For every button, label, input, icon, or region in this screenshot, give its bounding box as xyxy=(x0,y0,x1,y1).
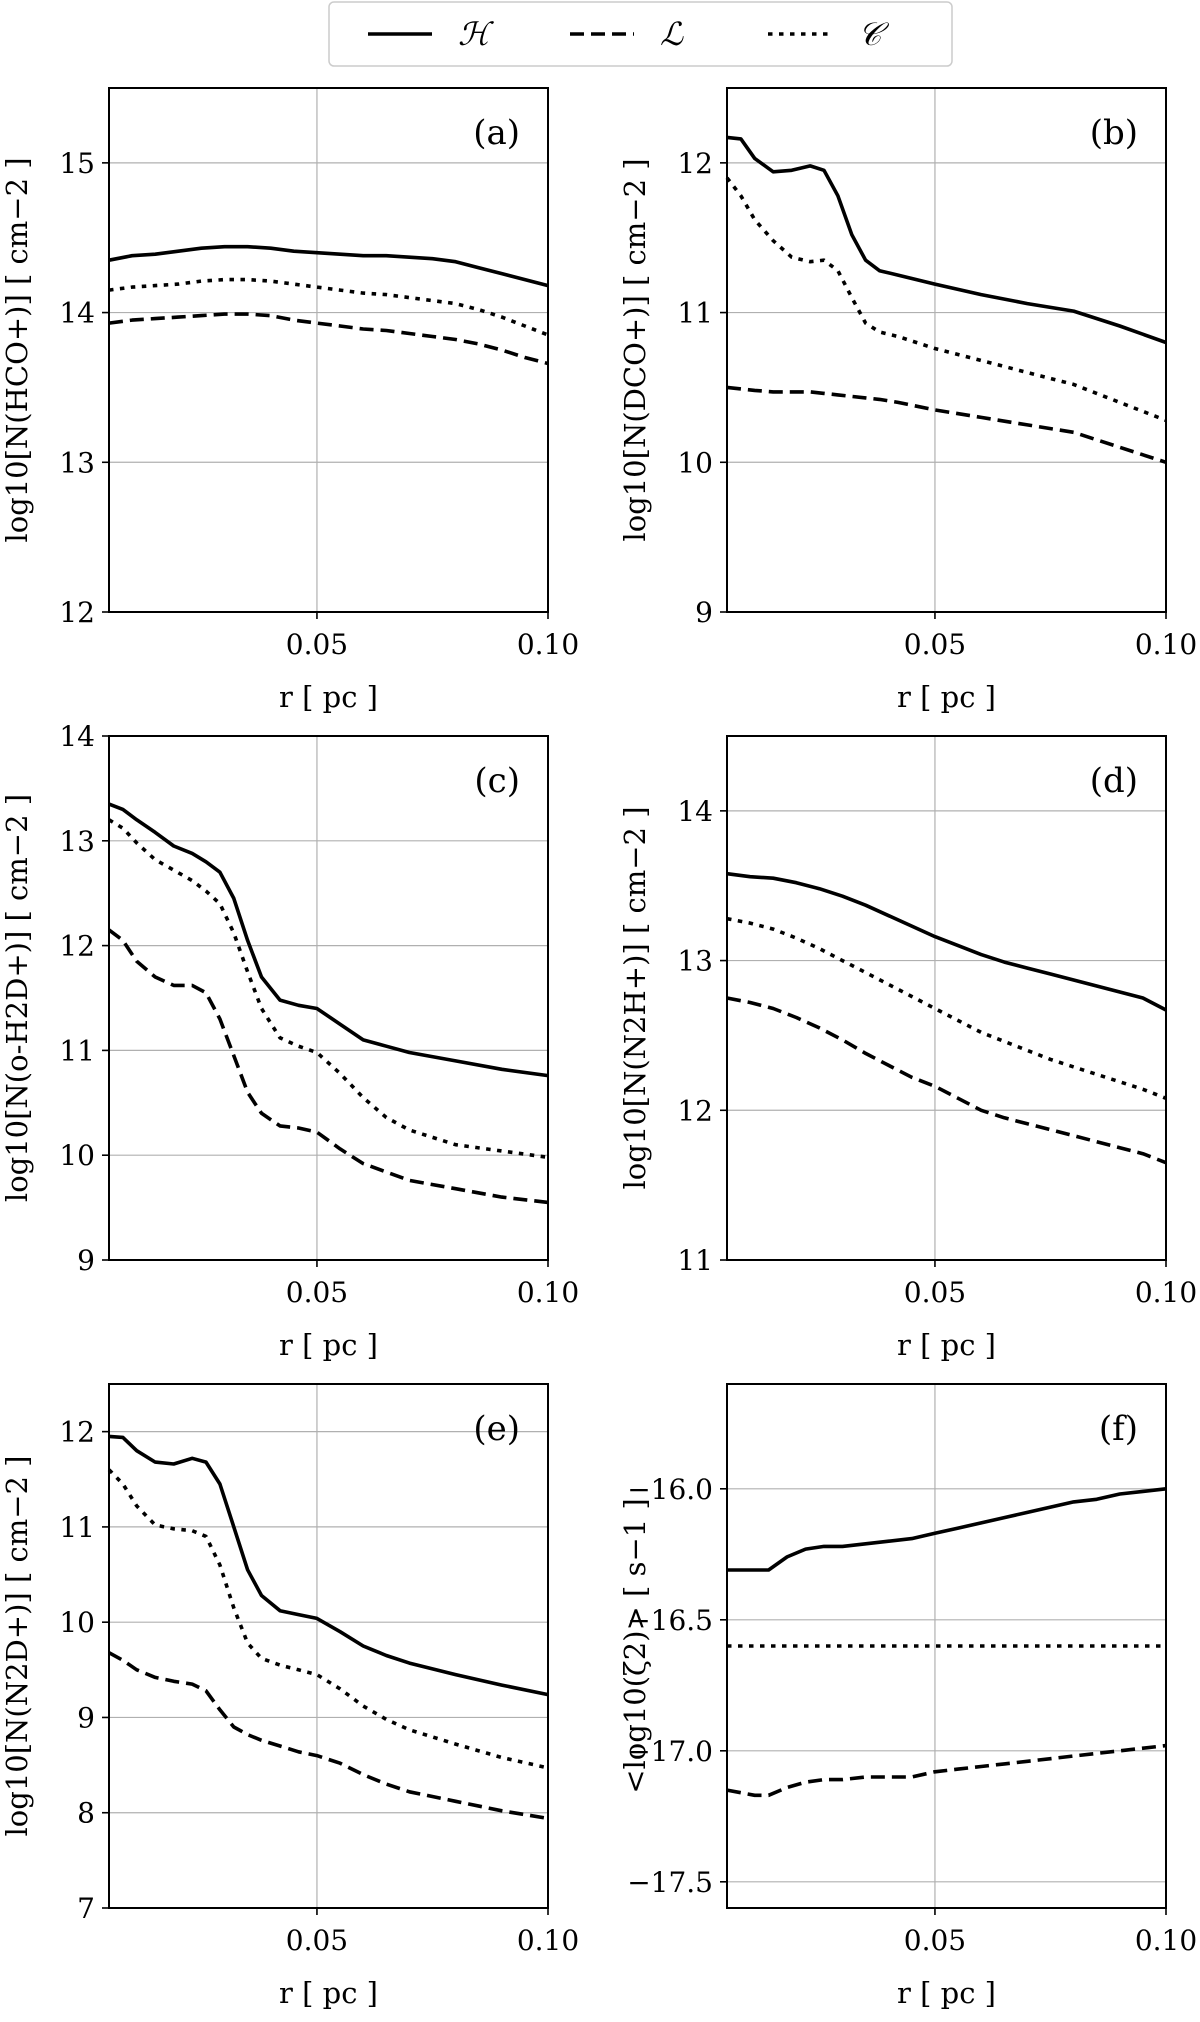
y-tick-label: −16.5 xyxy=(627,1604,713,1637)
series-line-solid xyxy=(726,135,1167,345)
x-tick-label: 0.05 xyxy=(904,1276,966,1309)
panel-e: 0.05 0.10 7 8 9 10 11 12 r [ pc ] log10[N(N2D+)] … xyxy=(0,1383,579,2010)
x-tick-label: 0.10 xyxy=(1135,628,1197,661)
series-line-dotted xyxy=(108,277,549,337)
panel-c: 0.05 0.10 9 10 11 12 13 14 r [ pc ] log10[N(o-H2D… xyxy=(0,720,579,1362)
y-tick-label: 12 xyxy=(677,1094,713,1127)
x-tick-label: 0.05 xyxy=(286,628,348,661)
axes-frame xyxy=(726,735,1167,1261)
x-tick-label: 0.05 xyxy=(286,1924,348,1957)
y-tick-label: 13 xyxy=(59,825,95,858)
x-tick-label: 0.05 xyxy=(904,628,966,661)
y-tick-label: 13 xyxy=(59,446,95,479)
series-line-solid xyxy=(727,1487,1167,1572)
panel-b: 0.05 0.10 9 10 11 12 r [ pc ] log10[N(DCO+)] [ … xyxy=(618,87,1197,714)
panel-label-b: (b) xyxy=(1090,113,1138,153)
panel-d: 0.05 0.10 11 12 13 14 r [ pc ] log10[N(N2H+)] [… xyxy=(618,735,1197,1362)
legend-label-solid: ℋ xyxy=(458,15,494,53)
series-line-dashed xyxy=(107,928,549,1205)
series-line-dashed xyxy=(726,1743,1167,1798)
x-tick-label: 0.05 xyxy=(904,1924,966,1957)
y-tick-label: 12 xyxy=(677,147,713,180)
y-tick-label: 14 xyxy=(59,297,95,330)
legend-label-dashed: ℒ xyxy=(660,15,684,53)
y-tick-label: 11 xyxy=(59,1034,95,1067)
y-tick-label: 15 xyxy=(59,147,95,180)
x-axis-label: r [ pc ] xyxy=(279,1976,378,2010)
y-tick-label: 8 xyxy=(77,1797,95,1830)
series-line-dashed xyxy=(108,1651,549,1821)
y-axis-label: log10[N(o-H2D+)] [ cm−2 ] xyxy=(0,794,34,1202)
y-axis-label: log10[N(N2H+)] [ cm−2 ] xyxy=(618,806,652,1189)
y-tick-label: 9 xyxy=(695,596,713,629)
x-tick-label: 0.10 xyxy=(1135,1924,1197,1957)
y-tick-label: −16.0 xyxy=(627,1473,713,1506)
series-line-dashed xyxy=(726,385,1167,465)
x-axis-label: r [ pc ] xyxy=(279,1328,378,1362)
x-tick-label: 0.10 xyxy=(517,1276,579,1309)
series-line-dotted xyxy=(108,818,549,1160)
x-axis-label: r [ pc ] xyxy=(897,1976,996,2010)
y-tick-label: 12 xyxy=(59,596,95,629)
y-tick-label: 11 xyxy=(59,1511,95,1544)
panel-label-c: (c) xyxy=(474,761,520,801)
y-tick-label: 13 xyxy=(677,945,713,978)
panel-label-e: (e) xyxy=(473,1409,520,1449)
x-tick-label: 0.05 xyxy=(286,1276,348,1309)
x-axis-label: r [ pc ] xyxy=(897,680,996,714)
y-tick-label: 7 xyxy=(77,1892,95,1925)
series-line-solid xyxy=(108,802,549,1078)
y-tick-label: 11 xyxy=(677,1244,713,1277)
y-tick-label: 12 xyxy=(59,930,95,963)
series-line-solid xyxy=(108,1434,549,1697)
series-line-dotted xyxy=(107,1468,549,1770)
y-tick-label: 14 xyxy=(677,795,713,828)
series-line-dotted xyxy=(726,916,1167,1100)
series-line-solid xyxy=(108,244,549,288)
x-tick-label: 0.10 xyxy=(1135,1276,1197,1309)
x-tick-label: 0.10 xyxy=(517,1924,579,1957)
y-axis-label: log10[N(DCO+)] [ cm−2 ] xyxy=(618,158,652,541)
y-axis-label: log10[N(HCO+)] [ cm−2 ] xyxy=(0,157,34,542)
y-tick-label: 9 xyxy=(77,1701,95,1734)
y-tick-label: −17.0 xyxy=(627,1735,713,1768)
axes-frame xyxy=(726,1383,1167,1909)
legend-frame xyxy=(328,1,953,67)
axes-frame xyxy=(726,87,1167,613)
x-axis-label: r [ pc ] xyxy=(279,680,378,714)
y-tick-label: 9 xyxy=(77,1244,95,1277)
y-tick-label: 10 xyxy=(59,1606,95,1639)
panel-f: 0.05 0.10 −17.5 −17.0 −16.5 −16.0 r [ pc ] <log… xyxy=(618,1383,1197,2010)
y-tick-label: 10 xyxy=(59,1139,95,1172)
axes-frame xyxy=(108,1383,549,1909)
y-tick-label: −17.5 xyxy=(627,1866,713,1899)
series-line-dashed xyxy=(108,312,549,366)
series-line-solid xyxy=(726,871,1167,1012)
y-tick-label: 14 xyxy=(59,720,95,753)
series-line-dotted xyxy=(725,176,1167,423)
x-tick-label: 0.10 xyxy=(517,628,579,661)
x-axis-label: r [ pc ] xyxy=(897,1328,996,1362)
panel-label-f: (f) xyxy=(1099,1409,1138,1449)
series-line-dashed xyxy=(726,996,1167,1165)
y-tick-label: 10 xyxy=(677,446,713,479)
y-tick-label: 11 xyxy=(677,297,713,330)
panel-label-a: (a) xyxy=(473,113,520,153)
y-axis-label: <log10(ζ2)> [ s−1 ] xyxy=(618,1498,652,1794)
panel-label-d: (d) xyxy=(1090,761,1138,801)
y-axis-label: log10[N(N2D+)] [ cm−2 ] xyxy=(0,1456,34,1837)
panel-a: 0.05 0.10 12 13 14 15 r [ pc ] log10[N(HCO+)] [… xyxy=(0,87,579,714)
y-tick-label: 12 xyxy=(59,1416,95,1449)
axes-frame xyxy=(108,87,549,613)
axes-frame xyxy=(108,735,549,1261)
